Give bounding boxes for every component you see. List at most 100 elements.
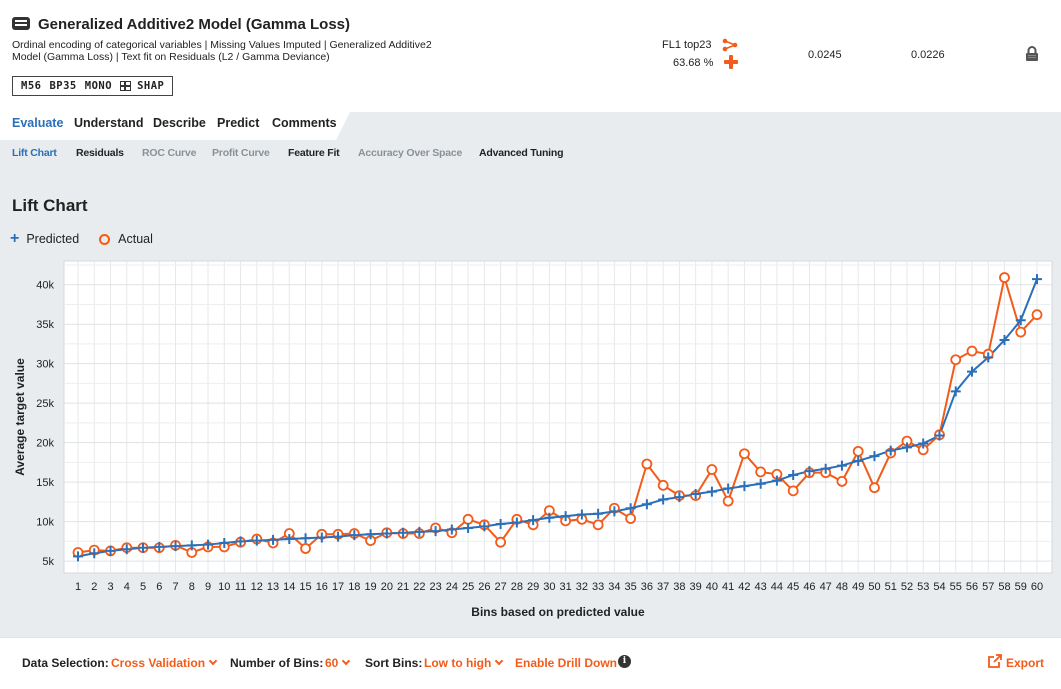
subtab-roc-curve[interactable]: ROC Curve [142,147,197,159]
actual-point [869,482,880,494]
predicted-point [788,470,799,481]
predicted-point [918,438,929,449]
featurelist-tag: FL1 top23 [662,39,712,51]
predicted-point [511,517,522,528]
tab-predict[interactable]: Predict [217,116,260,130]
predicted-point [528,515,539,526]
subtab-feature-fit[interactable]: Feature Fit [288,147,340,159]
predicted-point [203,539,214,550]
subtab-advanced-tuning[interactable]: Advanced Tuning [479,147,564,159]
x-tick-label: 18 [348,581,360,593]
plot-area [63,260,1053,574]
subtab-profit-curve[interactable]: Profit Curve [212,147,270,159]
predicted-point [121,544,132,555]
x-tick-label: 15 [299,581,311,593]
x-tick-label: 51 [885,581,897,593]
predicted-point [706,486,717,497]
y-tick-label: 35k [36,319,54,331]
actual-point [739,448,750,460]
predicted-point [950,386,961,397]
subtab-lift-chart[interactable]: Lift Chart [12,147,57,159]
x-tick-label: 58 [998,581,1010,593]
x-tick-label: 22 [413,581,425,593]
chart-legend: + Predicted Actual [10,231,153,247]
tab-describe[interactable]: Describe [153,116,206,130]
subtab-accuracy-over-space[interactable]: Accuracy Over Space [358,147,463,159]
predicted-point [625,503,636,514]
export-icon[interactable] [988,654,1002,668]
x-tick-label: 49 [852,581,864,593]
x-tick-label: 29 [527,581,539,593]
x-tick-label: 7 [172,581,178,593]
bottom-toolbar [0,637,1061,689]
y-tick-label: 30k [36,359,54,371]
export-button[interactable]: Export [1006,656,1045,670]
sample-percent: 63.68 % [673,57,714,69]
actual-point [300,543,311,554]
x-tick-label: 53 [917,581,929,593]
actual-point [1031,309,1043,321]
predicted-point [999,334,1010,345]
x-tick-label: 12 [251,581,263,593]
section-title: Lift Chart [12,196,88,215]
tab-comments[interactable]: Comments [272,116,337,130]
predicted-point [593,508,604,519]
x-tick-label: 44 [771,581,783,593]
x-tick-label: 35 [625,581,637,593]
x-tick-label: 23 [429,581,441,593]
info-icon[interactable]: i [618,655,631,668]
predicted-point [576,509,587,520]
predicted-point [105,545,116,556]
predicted-point [73,551,83,562]
actual-point [836,475,848,487]
x-tick-label: 50 [868,581,880,593]
predicted-point [836,460,847,471]
model-header: Generalized Additive2 Model (Gamma Loss)… [0,0,1061,112]
predicted-point [316,532,327,543]
x-tick-label: 25 [462,581,474,593]
predicted-point [1015,315,1026,326]
sort-bins-value: Low to high [424,656,492,670]
actual-point [495,536,507,548]
actual-point [755,466,767,478]
predicted-point [333,531,344,542]
badge-mono: MONO [84,80,113,92]
predicted-point [544,512,555,523]
sort-bins-dropdown[interactable]: Low to high [424,656,504,670]
cross-validation-metric: 0.0226 [911,49,945,61]
predicted-point [934,430,945,441]
y-tick-label: 15k [36,477,54,489]
lock-icon [1026,46,1038,61]
x-tick-label: 30 [543,581,555,593]
grid-icon [120,81,132,91]
predicted-point [268,534,279,545]
plus-icon[interactable] [724,55,738,69]
x-tick-label: 60 [1031,581,1043,593]
predicted-point [966,366,977,377]
tab-evaluate[interactable]: Evaluate [12,116,64,130]
predicted-point [869,451,880,462]
data-selection-label: Data Selection: [22,656,109,670]
share-icon[interactable] [722,38,738,52]
predicted-point [430,526,441,537]
predicted-point [186,540,197,551]
tab-understand[interactable]: Understand [74,116,144,130]
bins-dropdown[interactable]: 60 [325,656,351,670]
actual-point [592,519,604,531]
predicted-point [414,526,425,537]
sort-bins-label: Sort Bins: [365,656,423,670]
x-tick-label: 36 [641,581,653,593]
predicted-point [154,541,165,552]
predicted-point [365,529,376,540]
predicted-point [479,521,490,532]
x-tick-label: 11 [235,581,246,593]
data-selection-dropdown[interactable]: Cross Validation [111,656,218,670]
y-tick-label: 40k [36,280,54,292]
model-title: Generalized Additive2 Model (Gamma Loss) [38,16,351,33]
x-tick-label: 19 [364,581,376,593]
subtab-residuals[interactable]: Residuals [76,147,124,159]
badge-bp35: BP35 [49,80,77,92]
enable-drill-down-button[interactable]: Enable Drill Down [515,656,618,670]
actual-point [641,458,653,470]
